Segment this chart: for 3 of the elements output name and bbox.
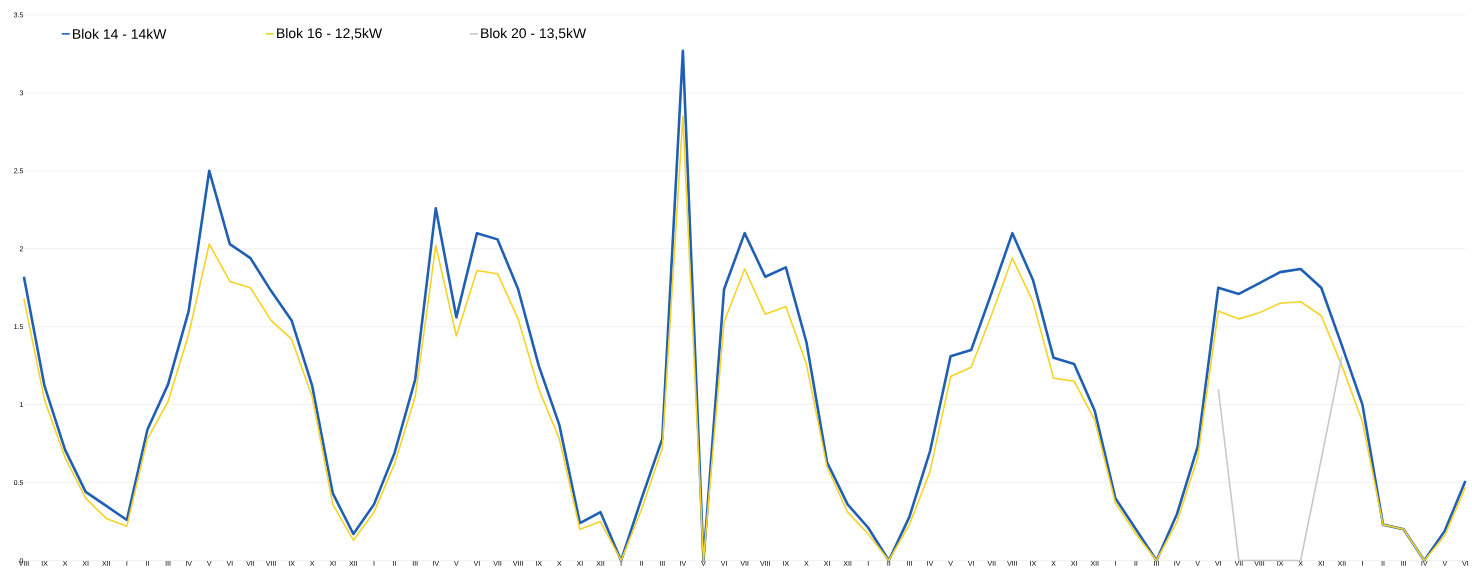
- legend-label: Blok 16 - 12,5kW: [277, 27, 383, 40]
- legend-label: Blok 14 - 14kW: [73, 28, 167, 39]
- legend-label: Blok 20 - 13,5kW: [481, 27, 587, 40]
